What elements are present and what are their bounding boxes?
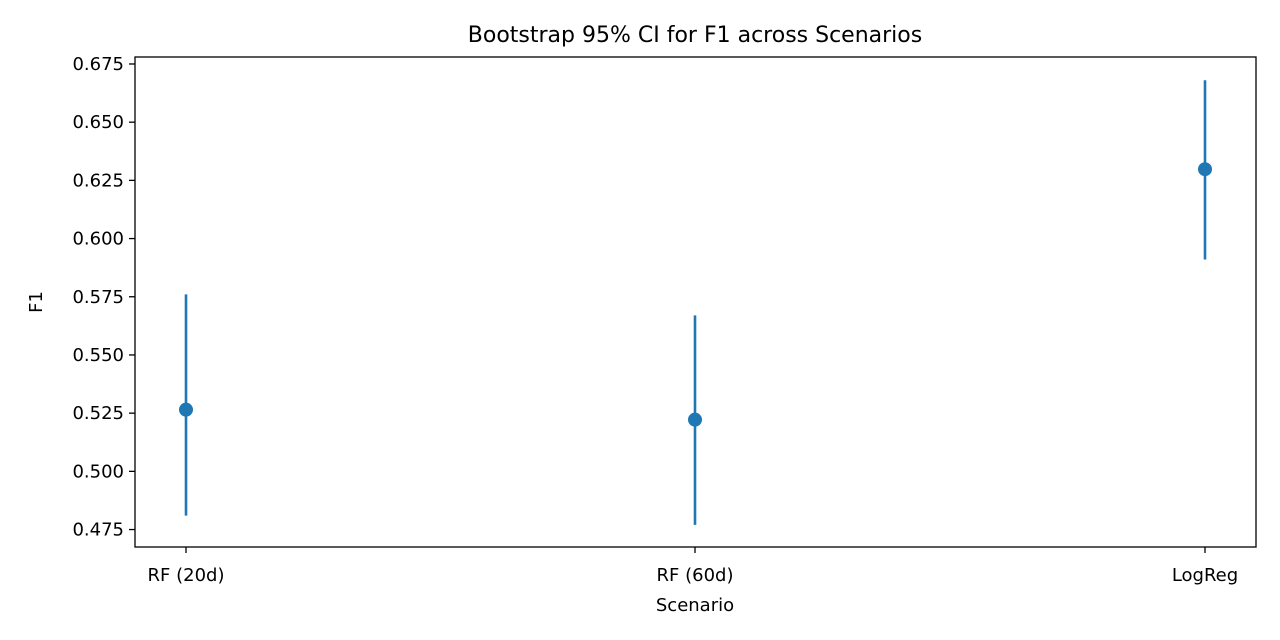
data-point <box>688 412 702 427</box>
y-tick-label: 0.575 <box>72 287 124 308</box>
plot-marks <box>179 80 1212 525</box>
y-tick-label: 0.600 <box>72 229 124 250</box>
y-tick-label: 0.500 <box>72 461 124 482</box>
data-point <box>1198 162 1212 177</box>
data-point <box>179 402 193 417</box>
x-tick-label: LogReg <box>1172 565 1238 586</box>
x-tick-label: RF (60d) <box>657 565 734 586</box>
x-axis-title: Scenario <box>656 595 734 616</box>
x-tick-label: RF (20d) <box>148 565 225 586</box>
y-tick-label: 0.550 <box>72 345 124 366</box>
y-tick-label: 0.525 <box>72 403 124 424</box>
chart-title: Bootstrap 95% CI for F1 across Scenarios <box>468 23 922 48</box>
x-axis: RF (20d) RF (60d) LogReg <box>148 547 1238 586</box>
y-tick-label: 0.650 <box>72 112 124 133</box>
y-tick-label: 0.625 <box>72 170 124 191</box>
y-axis: 0.475 0.500 0.525 0.550 0.575 0.600 0.625 0.650… <box>72 54 135 541</box>
y-tick-label: 0.475 <box>72 520 124 541</box>
y-axis-title: F1 <box>26 291 47 313</box>
y-tick-label: 0.675 <box>72 54 124 75</box>
